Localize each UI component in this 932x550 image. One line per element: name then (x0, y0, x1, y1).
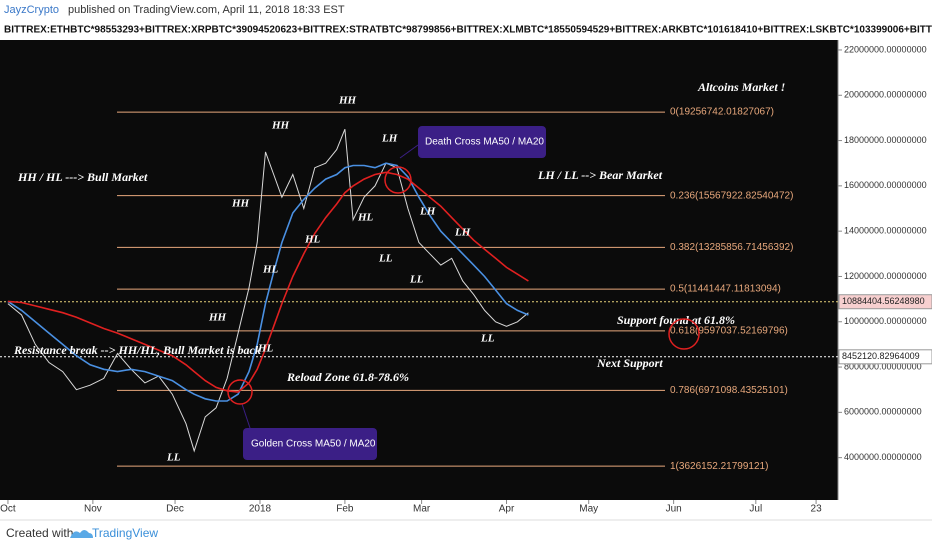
fib-label: 1(3626152.21799121) (670, 461, 768, 472)
badge (243, 428, 377, 460)
x-tick-label: Jul (749, 504, 762, 515)
wave-label: LL (166, 452, 181, 464)
badge-pointer (241, 403, 251, 429)
price-label: 8452120.82964009 (842, 351, 920, 361)
fib-label: 0(19256742.01827067) (670, 107, 774, 118)
created: Created with (6, 526, 73, 540)
price-box (838, 349, 932, 365)
wave-label: HL (304, 234, 321, 246)
wave-label: LH (454, 227, 471, 239)
wave-label: HH (208, 312, 227, 324)
author[interactable]: JayzCrypto (4, 4, 59, 16)
symbol: BITTREX:ETHBTC*98553293+BITTREX:XRPBTC*3… (4, 25, 932, 36)
x-tick-label: Feb (336, 504, 354, 515)
annotation: Resistance break --> HH/HL, Bull Market … (13, 343, 261, 357)
series-line (7, 129, 529, 453)
fib-label: 0.236(15567922.82540472) (670, 190, 793, 201)
brand[interactable]: TradingView (92, 526, 158, 540)
annotation: Death Cross MA50 / MA20 (425, 137, 544, 148)
circle (384, 166, 412, 194)
logo (70, 530, 93, 538)
x-tick-label: Jun (666, 504, 682, 515)
x-tick-label: Dec (166, 504, 184, 515)
wave-label: HL (257, 343, 274, 355)
x-tick-label: May (579, 504, 598, 515)
annotation: LH / LL --> Bear Market (537, 168, 663, 182)
annotation: Support found at 61.8% (617, 313, 735, 327)
fib-label: 0.618(9597037.52169796) (670, 326, 788, 337)
badge (418, 126, 546, 158)
y-tick-label: 18000000.00000000 (844, 135, 927, 145)
chart-title: Altcoins Market ! (697, 80, 785, 94)
fib-label: 0.786(6971098.43525101) (670, 385, 788, 396)
y-tick-label: 22000000.00000000 (844, 44, 927, 54)
price-box (838, 294, 932, 310)
wave-label: LH (381, 133, 398, 145)
x-tick-label: Apr (499, 504, 515, 515)
wave-label: HL (262, 264, 279, 276)
wave-label: LL (480, 333, 495, 345)
badge-pointer (399, 144, 419, 159)
annotation: Golden Cross MA50 / MA20 (251, 439, 376, 450)
x-tick-label: 2018 (249, 504, 272, 515)
wave-label: LL (409, 274, 424, 286)
wave-label: HH (231, 198, 250, 210)
published: published on TradingView.com, April 11, … (68, 4, 345, 16)
wave-label: HL (357, 212, 374, 224)
y-tick-label: 14000000.00000000 (844, 226, 927, 236)
y-tick-label: 6000000.00000000 (844, 407, 922, 417)
annotation: HH / HL ---> Bull Market (17, 170, 148, 184)
x-tick-label: 23 (811, 504, 823, 515)
annotation: Next Support (596, 356, 663, 370)
series-line (7, 162, 529, 402)
price-label: 10884404.56248980 (842, 296, 925, 306)
y-tick-label: 10000000.00000000 (844, 316, 927, 326)
wave-label: LL (378, 253, 393, 265)
annotation: Reload Zone 61.8-78.6% (286, 370, 409, 384)
x-tick-label: Nov (84, 504, 102, 515)
wave-label: HH (338, 95, 357, 107)
chart-background (0, 40, 838, 500)
series-line (7, 171, 529, 393)
x-tick-label: Oct (0, 504, 16, 515)
y-tick-label: 12000000.00000000 (844, 271, 927, 281)
wave-label: HH (271, 120, 290, 132)
y-tick-label: 16000000.00000000 (844, 180, 927, 190)
y-tick-label: 20000000.00000000 (844, 90, 927, 100)
fib-label: 0.382(13285856.71456392) (670, 242, 793, 253)
x-tick-label: Mar (413, 504, 431, 515)
fib-label: 0.5(11441447.11813094) (670, 284, 781, 295)
y-tick-label: 8000000.00000000 (844, 361, 922, 371)
y-tick-label: 4000000.00000000 (844, 452, 922, 462)
wave-label: LH (419, 206, 436, 218)
circle (227, 379, 253, 405)
circle (668, 318, 700, 350)
